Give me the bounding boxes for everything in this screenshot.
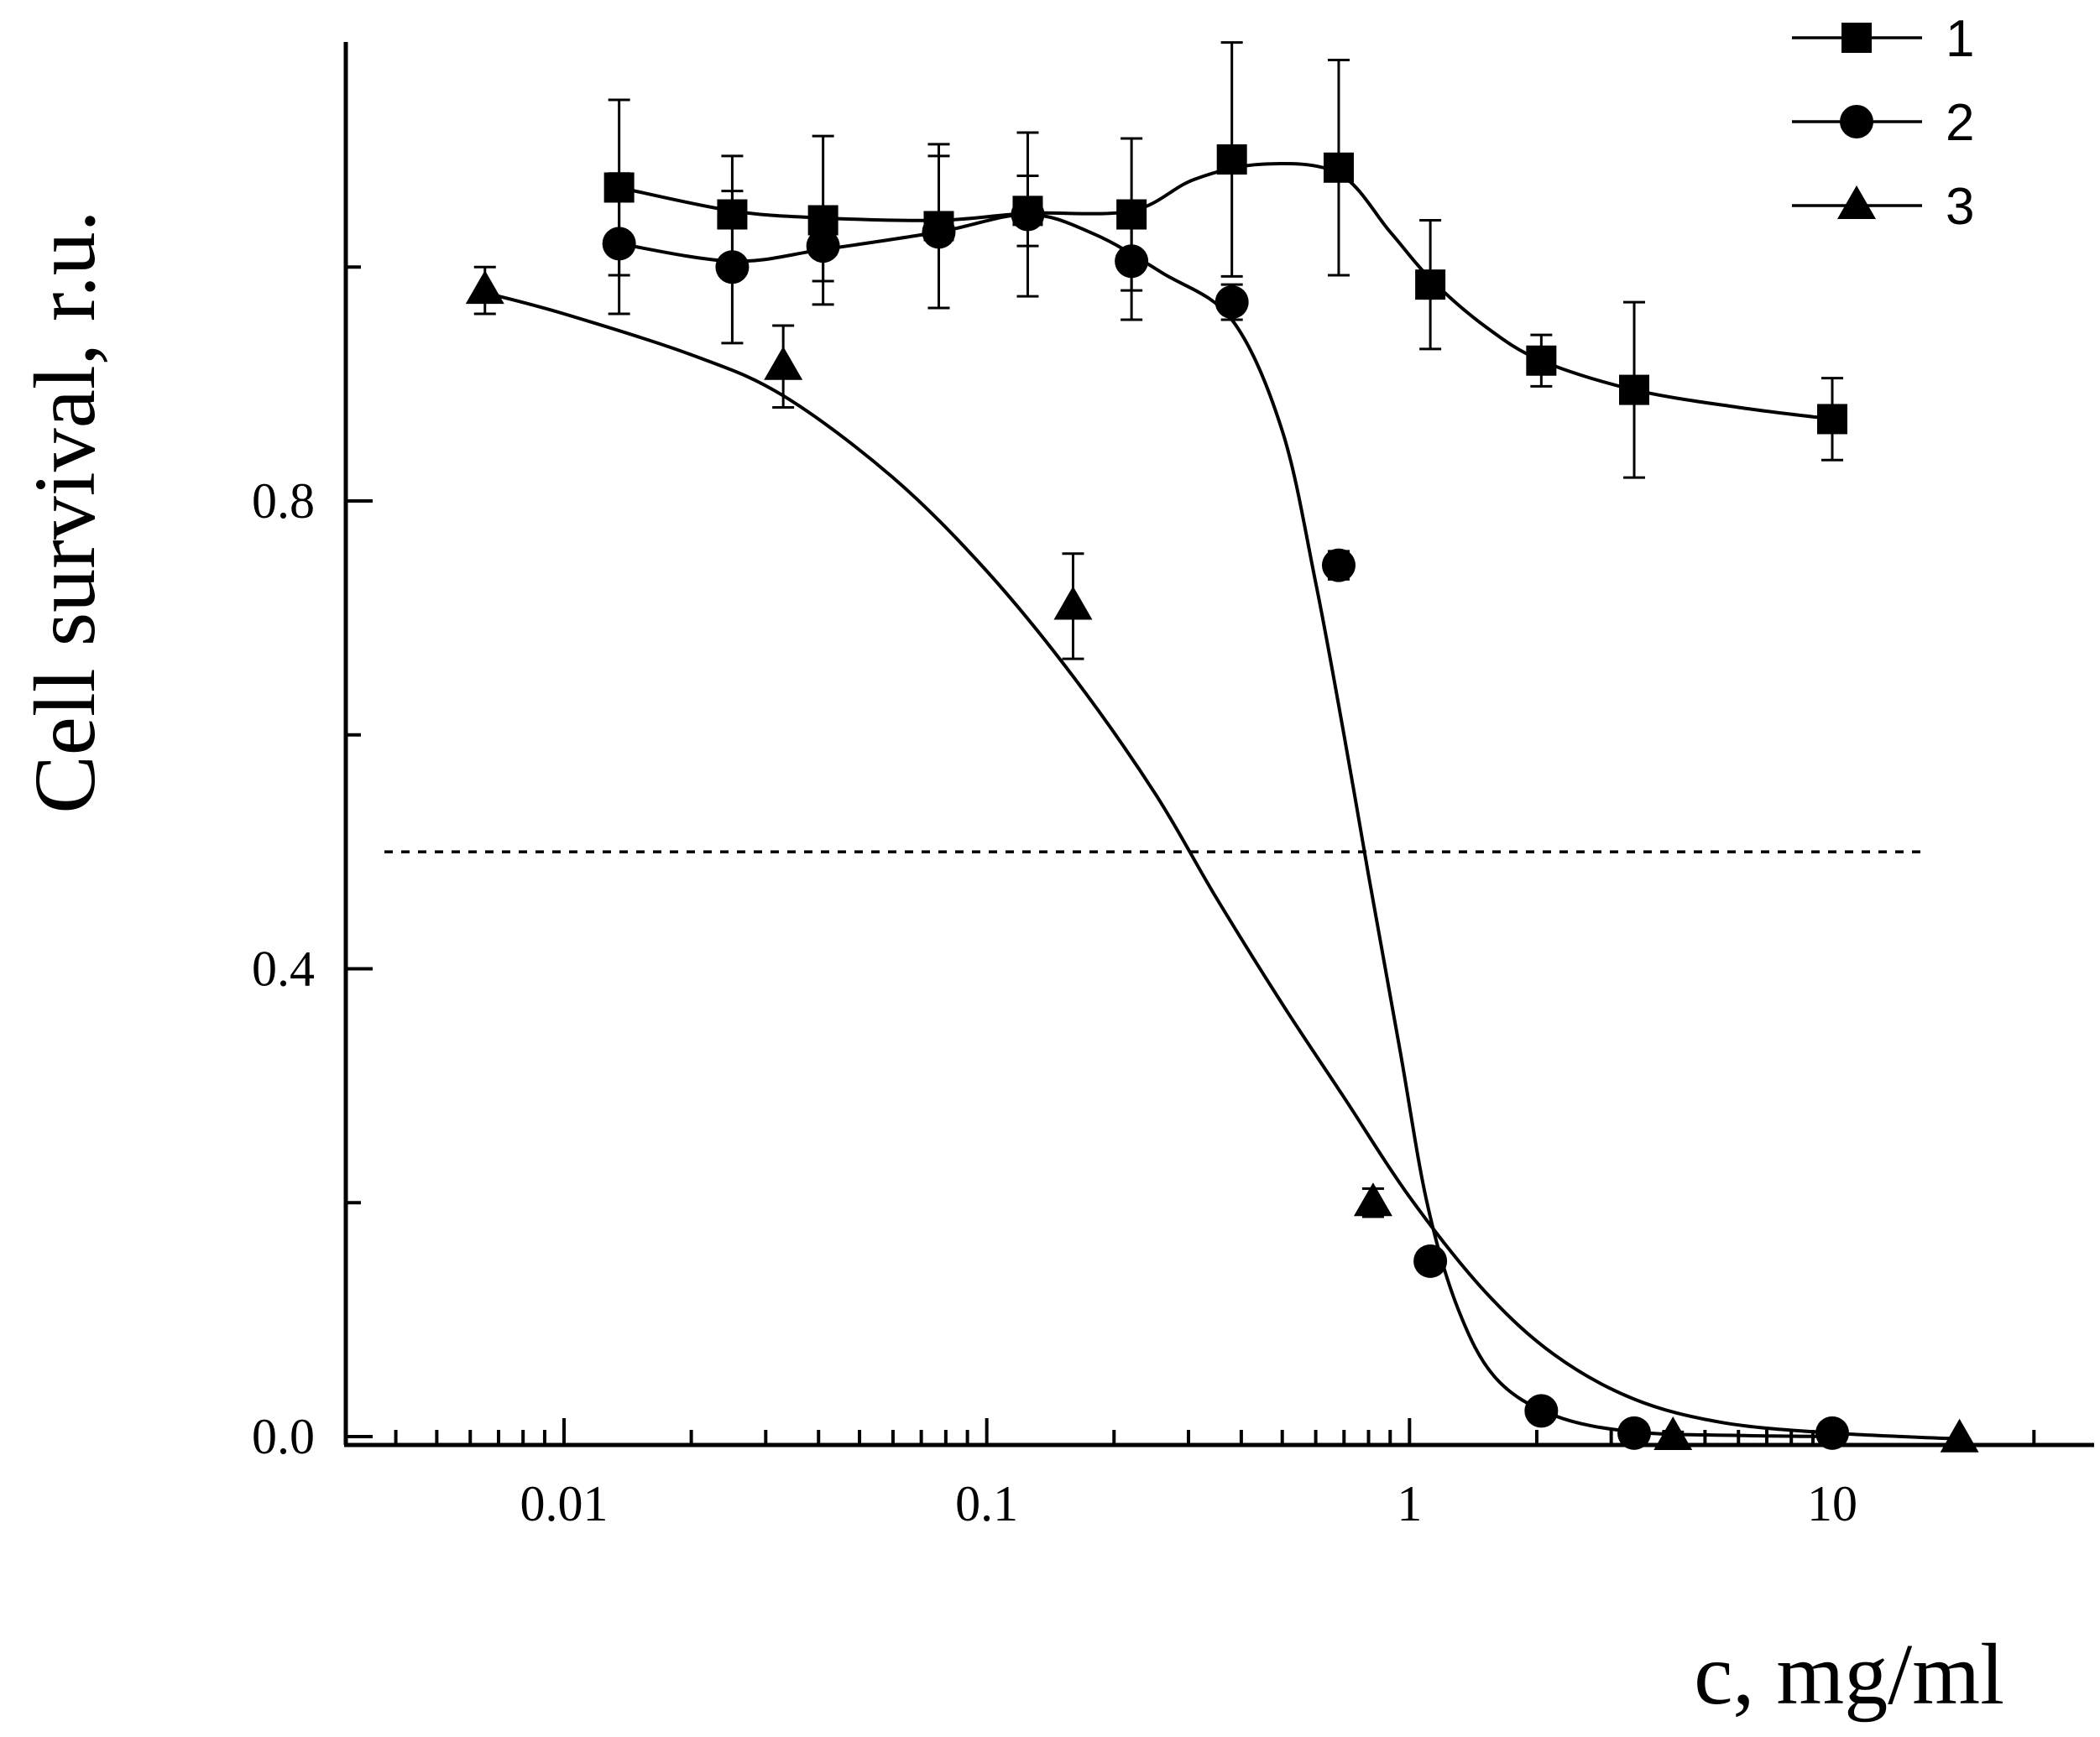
marker-series-1 xyxy=(603,172,635,203)
marker-series-1 xyxy=(1323,152,1354,183)
marker-series-3 xyxy=(764,346,803,380)
x-tick-label: 0.01 xyxy=(520,1476,609,1531)
marker-series-1 xyxy=(1526,345,1557,376)
legend-marker-3 xyxy=(1837,185,1876,219)
y-tick-label: 0.4 xyxy=(252,942,315,997)
legend-marker-1 xyxy=(1841,23,1872,53)
marker-series-1 xyxy=(1415,269,1446,300)
fit-curve-series-2 xyxy=(619,212,1833,1438)
marker-series-2 xyxy=(1413,1244,1448,1278)
marker-series-2 xyxy=(602,227,636,261)
y-tick-label: 0.0 xyxy=(252,1409,315,1464)
marker-series-1 xyxy=(1116,199,1147,230)
marker-series-3 xyxy=(1940,1418,1979,1453)
x-tick-label: 0.1 xyxy=(955,1476,1018,1531)
marker-series-2 xyxy=(1815,1416,1849,1450)
fit-curves xyxy=(484,161,1960,1441)
marker-series-1 xyxy=(717,199,748,230)
x-tick-label: 1 xyxy=(1397,1476,1422,1531)
axes: 0.01 0.1 1 10 0.0 0.4 0.8 xyxy=(252,42,2094,1531)
marker-series-3 xyxy=(465,270,504,305)
legend-marker-2 xyxy=(1840,105,1873,138)
error-bars xyxy=(473,41,1843,1443)
data-markers xyxy=(465,144,1979,1453)
marker-series-2 xyxy=(715,250,750,284)
marker-series-2 xyxy=(1215,285,1249,320)
marker-series-2 xyxy=(1524,1394,1559,1428)
marker-series-2 xyxy=(1011,197,1045,232)
marker-series-2 xyxy=(806,229,840,263)
marker-series-2 xyxy=(922,215,956,249)
fit-curve-series-1 xyxy=(619,161,1833,421)
legend-label-2: 2 xyxy=(1946,94,1974,152)
legend-label-1: 1 xyxy=(1946,10,1974,68)
marker-series-3 xyxy=(1053,586,1093,620)
marker-series-2 xyxy=(1617,1416,1652,1450)
marker-series-1 xyxy=(1619,374,1650,405)
x-axis-label: c, mg/ml xyxy=(1694,1626,2004,1723)
marker-series-2 xyxy=(1321,548,1356,582)
legend: 1 2 3 xyxy=(1792,10,1974,236)
marker-series-1 xyxy=(1216,144,1247,175)
marker-series-1 xyxy=(1817,404,1847,435)
marker-series-3 xyxy=(1353,1182,1392,1217)
marker-series-2 xyxy=(1115,244,1149,279)
x-tick-label: 10 xyxy=(1807,1476,1857,1531)
fit-curve-series-3 xyxy=(484,290,1960,1441)
legend-label-3: 3 xyxy=(1946,178,1974,236)
marker-series-3 xyxy=(1653,1416,1693,1450)
y-axis-label: Cell survival, r.u. xyxy=(17,210,113,813)
y-tick-label: 0.8 xyxy=(252,473,315,529)
